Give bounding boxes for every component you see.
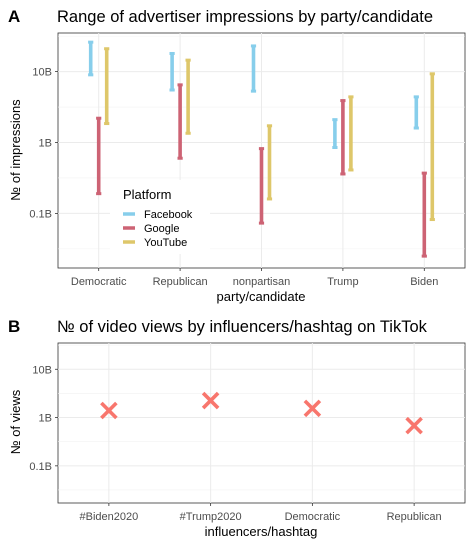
panel-b-marks bbox=[100, 391, 423, 435]
data-point bbox=[100, 401, 118, 420]
y-tick-label: 10B bbox=[32, 67, 52, 79]
legend: Platform Facebook Google YouTube bbox=[110, 180, 210, 254]
x-tick-label: nonpartisan bbox=[233, 276, 291, 288]
x-tick-label: Republican bbox=[387, 511, 442, 523]
panel-a-y-axis: 0.1B 1B 10B bbox=[29, 67, 58, 220]
y-tick-label: 10B bbox=[32, 364, 52, 376]
x-tick-label: #Biden2020 bbox=[80, 511, 139, 523]
panel-a-label: A bbox=[8, 7, 20, 26]
panel-a-title: Range of advertiser impressions by party… bbox=[57, 8, 433, 26]
y-tick-label: 1B bbox=[39, 413, 52, 425]
x-tick-label: Biden bbox=[410, 276, 438, 288]
data-point bbox=[201, 391, 220, 410]
y-tick-label: 0.1B bbox=[29, 208, 52, 220]
panel-a-marks bbox=[88, 40, 435, 258]
panel-b-title: № of video views by influencers/hashtag … bbox=[57, 318, 428, 336]
panel-b-label: B bbox=[8, 317, 20, 336]
legend-label-facebook: Facebook bbox=[144, 209, 193, 221]
panel-b: B № of video views by influencers/hashta… bbox=[8, 317, 466, 539]
panel-a-y-axis-title: № of impressions bbox=[8, 99, 23, 201]
panel-b-plot-area bbox=[57, 342, 466, 504]
data-point bbox=[303, 399, 322, 418]
data-point bbox=[405, 416, 423, 435]
y-tick-label: 0.1B bbox=[29, 461, 52, 473]
panel-b-y-axis: 0.1B 1B 10B bbox=[29, 364, 58, 473]
panel-b-x-axis-title: influencers/hashtag bbox=[205, 524, 318, 539]
legend-label-youtube: YouTube bbox=[144, 237, 187, 249]
x-tick-label: Trump bbox=[327, 276, 358, 288]
x-marker-stroke bbox=[201, 391, 220, 410]
x-tick-label: Democratic bbox=[71, 276, 127, 288]
panel-a-x-axis: Democratic Republican nonpartisan Trump Bide… bbox=[71, 268, 438, 288]
x-tick-label: Republican bbox=[153, 276, 208, 288]
panel-b-gridlines bbox=[58, 343, 465, 503]
legend-items: Facebook Google YouTube bbox=[123, 209, 193, 249]
panel-b-y-axis-title: № of views bbox=[8, 389, 23, 454]
y-tick-label: 1B bbox=[39, 138, 52, 150]
x-marker-stroke bbox=[100, 401, 118, 420]
x-marker-stroke bbox=[303, 399, 322, 418]
legend-title: Platform bbox=[123, 187, 171, 202]
x-marker-stroke bbox=[405, 416, 423, 435]
legend-label-google: Google bbox=[144, 223, 179, 235]
panel-b-x-axis: #Biden2020 #Trump2020 Democratic Republican bbox=[80, 503, 442, 523]
x-tick-label: #Trump2020 bbox=[180, 511, 242, 523]
panel-a: A Range of advertiser impressions by par… bbox=[8, 7, 466, 304]
x-tick-label: Democratic bbox=[285, 511, 341, 523]
panel-a-x-axis-title: party/candidate bbox=[217, 289, 306, 304]
